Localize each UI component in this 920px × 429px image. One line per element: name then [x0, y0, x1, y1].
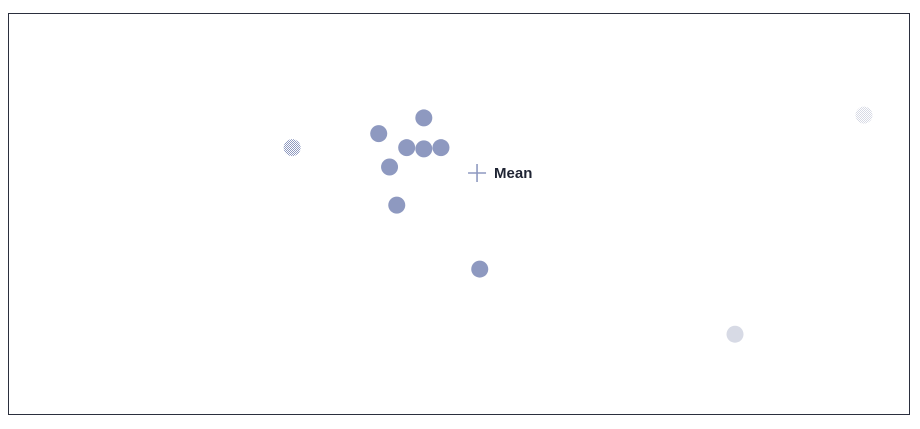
data-point — [726, 325, 744, 343]
mean-marker-group: Mean — [468, 163, 532, 182]
chart-frame — [8, 13, 910, 415]
data-point — [432, 139, 450, 157]
mean-label: Mean — [494, 165, 532, 182]
data-point — [381, 158, 399, 176]
data-point — [415, 109, 433, 127]
points-layer — [283, 106, 873, 343]
data-point — [855, 106, 873, 124]
data-point — [388, 196, 406, 214]
data-point — [471, 260, 489, 278]
data-point — [370, 125, 388, 143]
data-point — [283, 139, 301, 157]
data-point — [415, 140, 433, 158]
data-point — [398, 139, 416, 157]
